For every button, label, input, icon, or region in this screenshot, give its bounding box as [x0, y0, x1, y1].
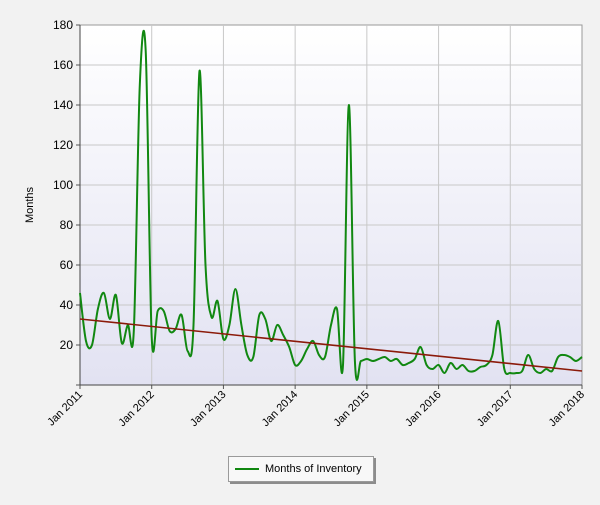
x-tick-label: Jan 2017 [475, 389, 515, 429]
trend-line [79, 318, 583, 372]
x-tick-label: Jan 2011 [45, 389, 85, 429]
x-tick-label: Jan 2014 [260, 389, 300, 429]
series-line-months-of-inventory [79, 29, 583, 381]
y-tick-label: 140 [53, 98, 73, 112]
legend-item-label: Months of Inventory [265, 463, 362, 475]
y-axis-label: Months [24, 186, 36, 223]
y-tick-label: 100 [53, 178, 73, 192]
x-tick-label: Jan 2012 [116, 389, 156, 429]
y-tick-label: 180 [53, 18, 73, 32]
y-tick-label: 80 [60, 218, 74, 232]
gridlines [80, 25, 582, 385]
y-tick-label: 40 [60, 298, 74, 312]
x-tick-label: Jan 2018 [547, 389, 587, 429]
legend-swatch-line [235, 468, 259, 470]
x-tick-label: Jan 2013 [188, 389, 228, 429]
series-layer [79, 29, 583, 381]
x-tick-label: Jan 2016 [403, 389, 443, 429]
legend: Months of Inventory [228, 456, 374, 482]
y-tick-label: 120 [53, 138, 73, 152]
y-tick-label: 60 [60, 258, 74, 272]
y-tick-label: 20 [60, 338, 74, 352]
x-tick-label: Jan 2015 [331, 389, 371, 429]
y-tick-label: 160 [53, 58, 73, 72]
